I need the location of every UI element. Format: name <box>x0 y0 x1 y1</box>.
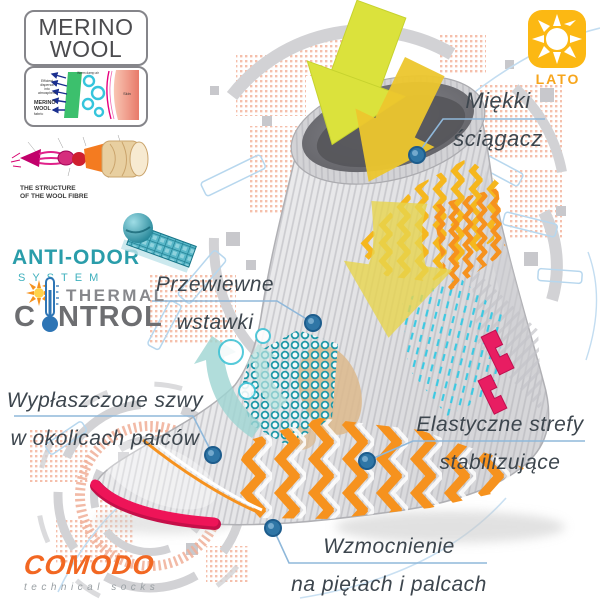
callout-lines <box>14 118 585 564</box>
airflow-arrow-inner <box>343 201 453 338</box>
vent-arrow-large <box>194 336 262 438</box>
season-badge: LATO <box>528 10 588 87</box>
svg-text:into: into <box>44 87 50 91</box>
anti-odor-art <box>120 213 197 273</box>
callout-line: Elastyczne strefy <box>416 413 584 436</box>
fibre-caption-line1: THE STRUCTURE <box>20 185 76 192</box>
callout-line: Miękki <box>465 88 531 113</box>
orange-chevron-zone <box>432 188 506 292</box>
vapour-arrows <box>50 72 68 114</box>
fibre-parts <box>10 140 149 178</box>
thermal-control-badge: THERMAL C NTROL <box>14 277 184 342</box>
callout-line: Wypłaszczone szwy <box>6 389 204 412</box>
season-label: LATO <box>535 71 581 87</box>
callout-line: wstawki <box>176 311 254 334</box>
air-bubbles <box>218 328 271 400</box>
callout-stability-zones: Elastyczne strefy stabilizujące <box>402 406 598 482</box>
svg-text:dispersal: dispersal <box>40 83 54 87</box>
fabric-layer <box>64 72 82 118</box>
callout-line: w okolicach palców <box>10 427 200 450</box>
anti-odor-subtitle: SYSTEM <box>18 272 106 284</box>
brand-name: COMODO <box>22 550 157 580</box>
callout-breathable-inserts: Przewiewne wstawki <box>130 266 300 342</box>
callout-soft-cuff: Miękki ściągacz <box>418 82 578 158</box>
merino-wool-badge: MERINO WOOL <box>24 10 148 66</box>
heel-logo-mark <box>477 329 515 415</box>
microbe-sphere-icon <box>123 213 153 243</box>
callout-line: stabilizujące <box>439 451 561 474</box>
callout-line: ściągacz <box>453 126 543 151</box>
svg-text:fabric: fabric <box>34 112 43 116</box>
fabric-left-text: Efficient <box>41 79 53 83</box>
brand-tagline: technical socks <box>24 582 160 593</box>
sole-chevron-zone <box>236 418 524 519</box>
decor-squares <box>118 60 566 555</box>
control-title: C NTROL <box>14 301 163 334</box>
vapour-label: Warm damp air <box>77 71 100 75</box>
callout-line: na piętach i palcach <box>291 573 487 596</box>
callout-reinforced-heel-toe: Wzmocnienie na piętach i palcach <box>276 528 502 600</box>
thermometer-icon <box>42 277 59 332</box>
fabric-label: MERINO <box>34 100 56 106</box>
ventilation-marks <box>194 328 288 438</box>
fibre-art: THE STRUCTURE OF THE WOOL FIBRE <box>10 134 149 200</box>
svg-text:WOOL: WOOL <box>34 106 51 112</box>
skin-layer <box>113 70 139 120</box>
callout-dots <box>204 146 426 537</box>
summer-sun-icon <box>528 10 586 68</box>
toe-details <box>90 434 263 530</box>
anti-odor-title: ANTI-ODOR <box>12 246 140 269</box>
wool-fibre-structure: THE STRUCTURE OF THE WOOL FIBRE <box>6 132 162 208</box>
callout-line: Przewiewne <box>155 273 275 296</box>
airflow-arrow-gold <box>355 57 445 182</box>
svg-text:atmosphere: atmosphere <box>38 91 56 95</box>
control-suffix: NTROL <box>57 301 163 333</box>
anti-odor-system-badge: ANTI-ODOR SYSTEM <box>12 213 197 290</box>
callout-flat-seams: Wypłaszczone szwy w okolicach palców <box>2 382 208 458</box>
sock-shadow <box>335 511 565 543</box>
callout-line: Wzmocnienie <box>323 535 455 558</box>
vent-arrow-small <box>246 344 288 412</box>
moisture-swirls <box>81 74 106 118</box>
thermal-title: THERMAL <box>66 286 167 305</box>
brand-logo: COMODO technical socks <box>22 550 174 593</box>
merino-fabric-diagram: Efficient dispersal into atmosphere Warm… <box>24 66 148 127</box>
fibre-caption-line2: OF THE WOOL FIBRE <box>20 193 89 200</box>
toe-pink-stripe <box>90 479 219 527</box>
control-prefix: C <box>14 301 36 333</box>
fabric-diagram-art: Efficient dispersal into atmosphere Warm… <box>34 70 139 120</box>
merino-line2: WOOL <box>49 36 123 62</box>
merino-line1: MERINO <box>38 14 134 40</box>
flat-toe-seam <box>142 438 261 515</box>
skin-label: Skin <box>123 91 131 96</box>
